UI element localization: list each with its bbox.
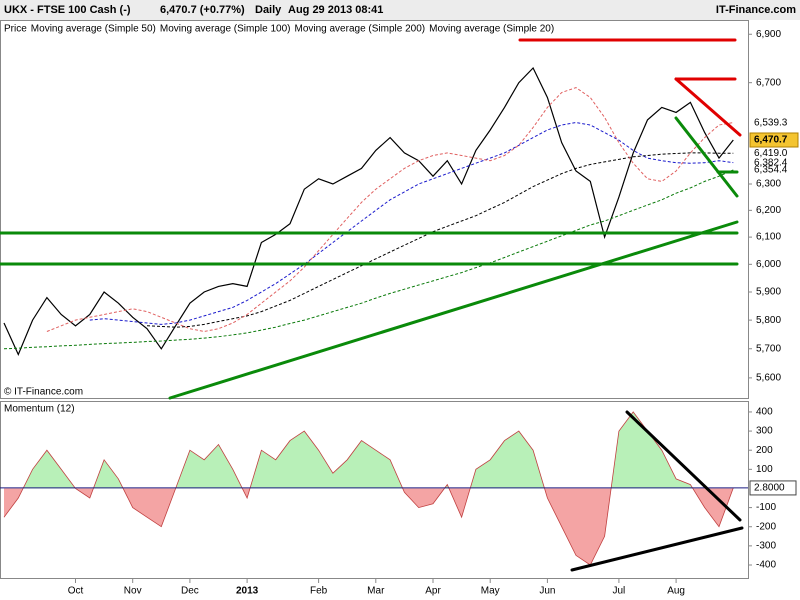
trendlines bbox=[0, 38, 744, 572]
trend-line bbox=[674, 116, 739, 198]
y-tick-label: 400 bbox=[756, 407, 773, 418]
y-tick-label: 6,000 bbox=[756, 259, 781, 270]
header-bar bbox=[0, 0, 800, 20]
series-line bbox=[3, 66, 734, 357]
x-tick-label: Feb bbox=[310, 586, 328, 597]
current-value-label: 2.8000 bbox=[754, 483, 785, 494]
x-tick-label: Mar bbox=[367, 586, 385, 597]
series-line bbox=[146, 152, 734, 328]
trend-line bbox=[674, 77, 742, 137]
y-tick-label: 5,700 bbox=[756, 343, 781, 354]
site: IT-Finance.com bbox=[716, 4, 796, 16]
panel-title: Momentum (12) bbox=[4, 404, 75, 415]
last-value-label: 6,382.4 bbox=[754, 157, 788, 168]
y-tick-label: 6,700 bbox=[756, 77, 781, 88]
x-tick-label: Apr bbox=[425, 586, 441, 597]
y-tick-label: 5,600 bbox=[756, 373, 781, 384]
last-value-label: 6,539.3 bbox=[754, 117, 788, 128]
legend-entry: Moving average (Simple 20) bbox=[429, 24, 554, 35]
momentum-panel bbox=[0, 401, 749, 579]
last-value-label: 6,354.4 bbox=[754, 164, 788, 175]
y-tick-label: 200 bbox=[756, 445, 773, 456]
y-tick-label: -400 bbox=[756, 560, 776, 571]
momentum-area-positive bbox=[23, 411, 734, 489]
timestamp: Aug 29 2013 08:41 bbox=[288, 4, 383, 16]
x-tick-label: Jul bbox=[613, 586, 626, 597]
symbol-title: UKX - FTSE 100 Cash (-) bbox=[4, 4, 131, 16]
price-panel bbox=[0, 20, 749, 399]
price-label-box bbox=[749, 132, 799, 148]
x-tick-label: Nov bbox=[124, 586, 142, 597]
momentum-line bbox=[3, 411, 734, 566]
y-tick-label: -300 bbox=[756, 541, 776, 552]
y-tick-label: -100 bbox=[756, 502, 776, 513]
legend-entry: Price bbox=[4, 24, 27, 35]
x-tick-label: Jun bbox=[539, 586, 555, 597]
y-tick-label: 5,900 bbox=[756, 287, 781, 298]
plot-area: 5,600 5,700 5,800 5,900 6,000 6,100 6,200 6,300… bbox=[0, 29, 799, 597]
last-value-label: 6,470.7 bbox=[754, 135, 788, 146]
x-tick-label: Dec bbox=[181, 586, 199, 597]
series-line bbox=[3, 169, 734, 350]
y-tick-label: 6,900 bbox=[756, 29, 781, 40]
y-tick-label: 100 bbox=[756, 464, 773, 475]
momentum-area-negative bbox=[4, 488, 734, 565]
series-line bbox=[46, 87, 734, 333]
legend-entry: Moving average (Simple 200) bbox=[294, 24, 425, 35]
legend-entry: Moving average (Simple 50) bbox=[31, 24, 156, 35]
period: Daily bbox=[255, 4, 282, 16]
y-tick-label: 5,800 bbox=[756, 315, 781, 326]
current-label-box bbox=[749, 480, 797, 496]
trend-line bbox=[570, 526, 744, 572]
y-tick-label: 6,100 bbox=[756, 232, 781, 243]
y-tick-label: -200 bbox=[756, 521, 776, 532]
x-tick-label: Oct bbox=[68, 586, 84, 597]
y-tick-label: 300 bbox=[756, 426, 773, 437]
y-tick-label: 6,200 bbox=[756, 205, 781, 216]
trend-line bbox=[625, 410, 742, 522]
series-line bbox=[89, 121, 734, 325]
x-tick-label: May bbox=[481, 586, 500, 597]
legend-entry: Moving average (Simple 100) bbox=[160, 24, 291, 35]
x-tick-label: 2013 bbox=[236, 586, 259, 597]
copyright: © IT-Finance.com bbox=[4, 387, 83, 398]
y-tick-label: 6,300 bbox=[756, 179, 781, 190]
legend: Price Moving average (Simple 50) Moving av… bbox=[4, 24, 554, 35]
x-tick-label: Aug bbox=[667, 586, 685, 597]
last-value-label: 6,419.0 bbox=[754, 148, 788, 159]
trend-line bbox=[168, 220, 739, 400]
quote: 6,470.7 (+0.77%) bbox=[160, 4, 245, 16]
